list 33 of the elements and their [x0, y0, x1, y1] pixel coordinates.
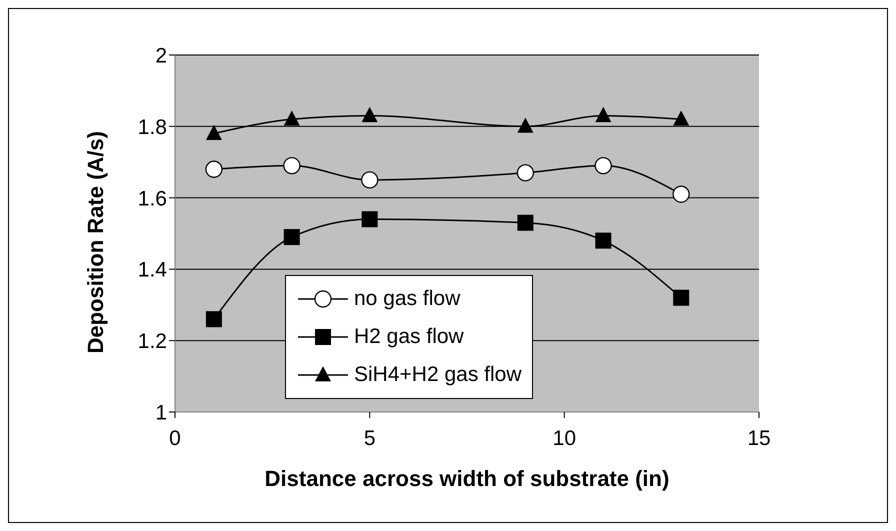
point: [595, 106, 612, 122]
y-tick-label: 1.4: [138, 258, 168, 282]
point: [672, 186, 690, 203]
point: [362, 106, 378, 122]
point: [673, 290, 690, 306]
y-axis-title: Deposition Rate (A/s): [82, 131, 108, 354]
y-tick-label: 1.8: [138, 116, 167, 139]
point: [284, 110, 300, 126]
x-tick-label: 10: [552, 426, 576, 450]
y-tick-label: 1: [155, 401, 167, 424]
point: [594, 157, 612, 174]
x-tick-label: 5: [364, 426, 376, 450]
point: [205, 160, 223, 178]
point: [516, 164, 534, 182]
legend-label: SiH4+H2 gas flow: [354, 363, 522, 387]
point: [283, 157, 300, 174]
point: [673, 110, 690, 126]
x-tick-label: 0: [169, 426, 181, 450]
point: [361, 171, 378, 189]
y-tick-label: 1.6: [138, 187, 167, 210]
point: [362, 211, 378, 228]
point: [517, 118, 534, 133]
point: [206, 124, 222, 140]
point: [517, 214, 534, 231]
x-tick-label: 15: [747, 426, 771, 450]
y-tick-label: 1.2: [138, 330, 167, 354]
point: [595, 232, 612, 249]
y-tick-label: 2: [155, 44, 167, 68]
point: [284, 229, 300, 246]
x-axis-title: Distance across width of substrate (in): [264, 466, 670, 491]
legend-label: H2 gas flow: [354, 325, 464, 349]
legend-label: no gas flow: [354, 287, 460, 311]
point: [206, 311, 222, 328]
